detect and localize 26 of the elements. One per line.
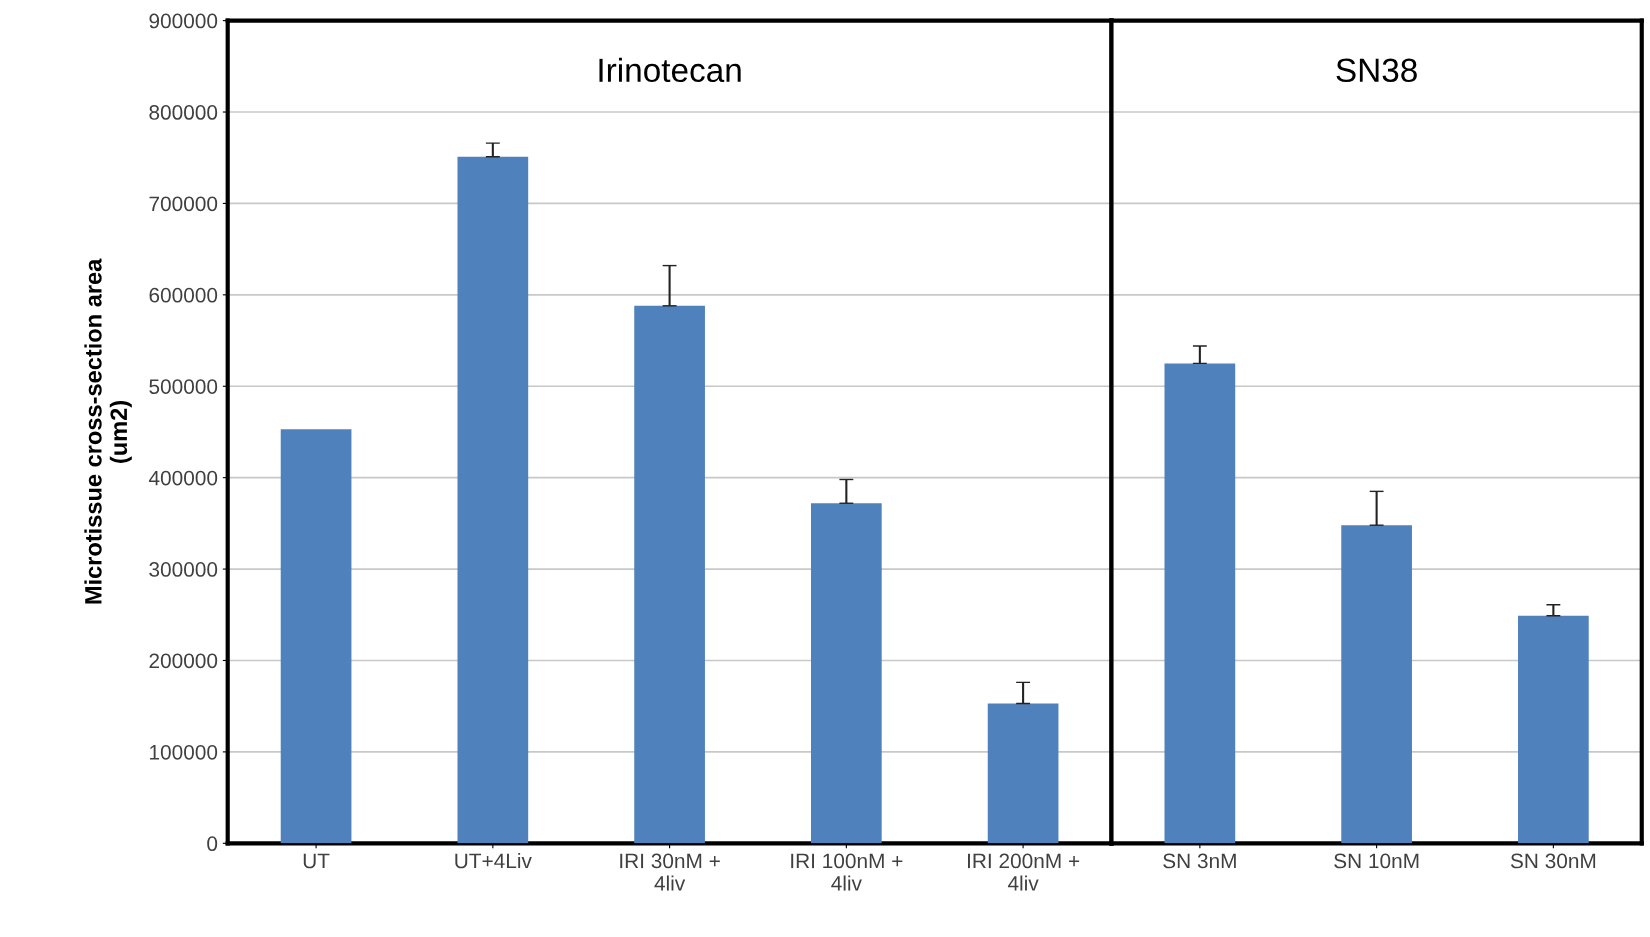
y-tick-label: 300000 xyxy=(149,562,218,577)
y-tick-label: 400000 xyxy=(148,470,218,486)
y-tick-label: 100000 xyxy=(150,744,218,760)
y-tick-label: 500000 xyxy=(149,379,218,395)
bar xyxy=(987,703,1059,844)
x-tick-label: IRI 100nM + 4liv xyxy=(791,853,903,891)
y-tick-label: 900000 xyxy=(149,13,218,29)
y-tick-label: 600000 xyxy=(149,287,218,303)
text: Irinotecan xyxy=(599,57,741,83)
x-tick-label: IRI 30nM + 4liv xyxy=(620,853,720,891)
x-tick-label: IRI 200nM + 4liv xyxy=(968,853,1080,891)
y-tick-label: 0 xyxy=(207,836,218,852)
text: SN38 xyxy=(1336,58,1417,83)
bar xyxy=(811,503,882,844)
x-tick-label: SN 30nM xyxy=(1510,853,1596,869)
y-tick-label: 800000 xyxy=(149,105,218,120)
bar xyxy=(457,156,529,844)
x-tick-label: UT xyxy=(303,853,330,869)
x-tick-label: SN 3nM xyxy=(1163,853,1236,869)
bar xyxy=(280,429,352,844)
y-tick-label: 700000 xyxy=(149,196,218,212)
y-tick-label: 200000 xyxy=(149,653,218,669)
x-tick-label: SN 10nM xyxy=(1334,853,1419,869)
bar xyxy=(634,305,705,844)
x-tick-label: UT+4Liv xyxy=(455,853,532,869)
y-axis-title: Microtissue cross-section area (um2) xyxy=(84,258,132,604)
